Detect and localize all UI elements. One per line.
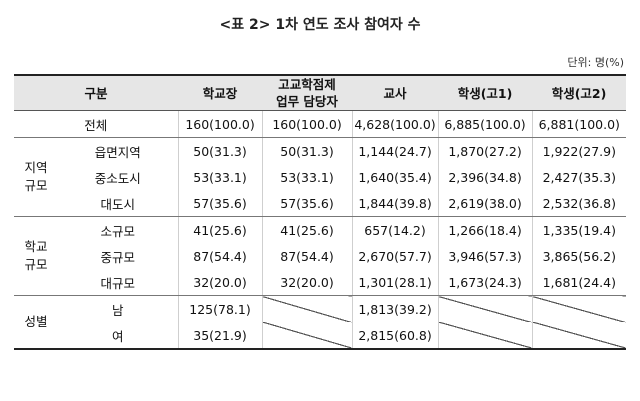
cell-value: 160(100.0) — [177, 110, 263, 138]
cell-value: 87(54.4) — [261, 243, 353, 269]
group-line1: 지역 — [24, 160, 48, 175]
cell-value: 1,144(24.7) — [351, 137, 439, 164]
cell-value: 1,870(27.2) — [437, 137, 533, 164]
row-label: 소규모 — [100, 223, 136, 239]
cell-value: 1,681(24.4) — [531, 269, 627, 296]
group-line1: 학교 — [24, 239, 48, 254]
group-label-region: 지역 규모 — [14, 137, 58, 217]
cell-value: 1,640(35.4) — [351, 164, 439, 190]
table-row: 지역 규모 읍면지역 50(31.3) 50(31.3) 1,144(24.7)… — [14, 137, 627, 217]
cell-value: 50(31.3) — [261, 137, 353, 164]
cell-value: 41(25.6) — [261, 216, 353, 243]
row-label: 남 — [112, 302, 124, 318]
cell-value: 125(78.1) — [177, 295, 263, 322]
cell-value: 1,266(18.4) — [437, 216, 533, 243]
cell-value: 1,335(19.4) — [531, 216, 627, 243]
row-label: 전체 — [14, 110, 179, 138]
table-row: 대규모 32(20.0) 32(20.0) 1,301(28.1) 1,673(… — [14, 269, 627, 296]
table-row: 학교 규모 소규모 41(25.6) 41(25.6) 657(14.2) 1,… — [14, 216, 627, 296]
cell-value: 3,946(57.3) — [437, 243, 533, 269]
cell-value: 6,881(100.0) — [531, 110, 627, 138]
cell-value: 41(25.6) — [177, 216, 263, 243]
cell-value: 1,673(24.3) — [437, 269, 533, 296]
cell-value: 32(20.0) — [177, 269, 263, 296]
empty-cell-diagonal — [531, 295, 627, 322]
cell-value: 50(31.3) — [177, 137, 263, 164]
row-label: 여 — [58, 322, 179, 350]
header-teacher: 교사 — [352, 74, 439, 111]
cell-value: 2,619(38.0) — [437, 190, 533, 217]
table-row: 성별 남 125(78.1) 1,813(39.2) — [14, 295, 627, 350]
cell-value: 57(35.6) — [177, 190, 263, 217]
empty-cell-diagonal — [261, 322, 353, 350]
empty-cell-diagonal — [531, 322, 627, 350]
table-row: 중규모 87(54.4) 87(54.4) 2,670(57.7) 3,946(… — [14, 243, 627, 269]
cell-value: 657(14.2) — [351, 216, 439, 243]
header-manager: 고교학점제 업무 담당자 — [262, 74, 353, 111]
cell-value: 2,532(36.8) — [531, 190, 627, 217]
empty-cell-diagonal — [437, 295, 533, 322]
header-gubun: 구분 — [14, 74, 179, 111]
cell-value: 2,670(57.7) — [351, 243, 439, 269]
group-line2: 규모 — [24, 178, 48, 193]
cell-value: 160(100.0) — [261, 110, 353, 138]
table-row: 여 35(21.9) 2,815(60.8) — [14, 322, 627, 350]
cell-value: 1,813(39.2) — [351, 295, 439, 322]
group-label-school: 학교 규모 — [14, 216, 58, 296]
table-title: <표 2> 1차 연도 조사 참여자 수 — [219, 17, 421, 33]
cell-value: 1,844(39.8) — [351, 190, 439, 217]
cell-value: 3,865(56.2) — [531, 243, 627, 269]
row-label: 중규모 — [100, 249, 136, 265]
cell-value: 53(33.1) — [261, 164, 353, 190]
header-manager-line2: 업무 담당자 — [276, 94, 338, 109]
unit-note: 단위: 명(%) — [567, 56, 624, 69]
cell-value: 53(33.1) — [177, 164, 263, 190]
row-label: 읍면지역 — [94, 144, 141, 160]
header-student1: 학생(고1) — [438, 74, 533, 111]
group-label-gender: 성별 — [14, 295, 58, 350]
empty-cell-diagonal — [437, 322, 533, 350]
empty-cell-diagonal — [261, 295, 353, 322]
header-row: 구분 학교장 고교학점제 업무 담당자 교사 학생(고1) 학생(고2) — [14, 74, 627, 111]
cell-value: 32(20.0) — [261, 269, 353, 296]
cell-value: 2,396(34.8) — [437, 164, 533, 190]
cell-value: 1,301(28.1) — [351, 269, 439, 296]
table-row: 중소도시 53(33.1) 53(33.1) 1,640(35.4) 2,396… — [14, 164, 627, 190]
cell-value: 87(54.4) — [177, 243, 263, 269]
cell-value: 6,885(100.0) — [437, 110, 533, 138]
header-manager-line1: 고교학점제 — [278, 77, 336, 92]
cell-value: 2,427(35.3) — [531, 164, 627, 190]
row-label: 대도시 — [58, 190, 179, 217]
header-student2: 학생(고2) — [532, 74, 627, 111]
cell-value: 1,922(27.9) — [531, 137, 627, 164]
group-line2: 규모 — [24, 257, 48, 272]
cell-value: 35(21.9) — [177, 322, 263, 350]
row-label: 대규모 — [58, 269, 179, 296]
participants-table: 구분 학교장 고교학점제 업무 담당자 교사 학생(고1) 학생(고2) 전체 … — [14, 74, 627, 350]
cell-value: 4,628(100.0) — [351, 110, 439, 138]
table-row-total: 전체 160(100.0) 160(100.0) 4,628(100.0) 6,… — [14, 110, 627, 138]
table-row: 대도시 57(35.6) 57(35.6) 1,844(39.8) 2,619(… — [14, 190, 627, 217]
header-principal: 학교장 — [178, 74, 263, 111]
cell-value: 57(35.6) — [261, 190, 353, 217]
cell-value: 2,815(60.8) — [351, 322, 439, 350]
row-label: 중소도시 — [94, 170, 141, 186]
